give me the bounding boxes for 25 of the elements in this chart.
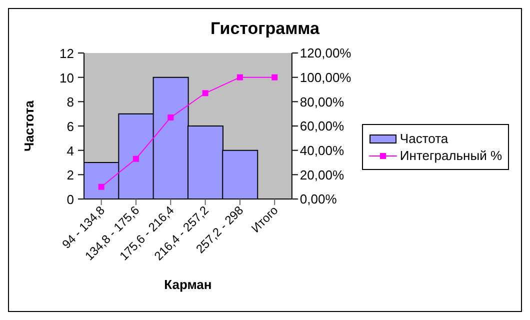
y2-tick-label: 120,00%: [300, 46, 352, 61]
y-axis-title: Частота: [22, 100, 37, 152]
y2-tick-label: 20,00%: [300, 167, 344, 182]
point: [272, 74, 278, 80]
point: [132, 156, 139, 162]
point: [168, 114, 174, 120]
y-tick-label: 2: [66, 168, 74, 183]
point: [98, 184, 104, 190]
y2-tick-label: 60,00%: [300, 118, 344, 134]
y-tick-label: 8: [66, 94, 74, 110]
point: [202, 90, 208, 96]
legend-label: Интегральный %: [400, 148, 502, 163]
legend-label: Частота: [400, 131, 448, 146]
y-tick-label: 0: [66, 192, 74, 207]
y-tick-label: 4: [66, 143, 74, 158]
y-tick-label: 6: [66, 119, 74, 134]
x-axis-title: Карман: [164, 277, 212, 292]
y2-tick-label: 100,00%: [300, 70, 352, 85]
y-tick-label: 12: [60, 46, 74, 61]
chart-title: Гистограмма: [210, 19, 320, 39]
y-tick-label: 10: [60, 70, 74, 86]
y2-tick-label: 0,00%: [300, 192, 338, 207]
point: [236, 74, 243, 80]
y2-tick-label: 80,00%: [300, 94, 344, 110]
y2-tick-label: 40,00%: [300, 142, 344, 158]
